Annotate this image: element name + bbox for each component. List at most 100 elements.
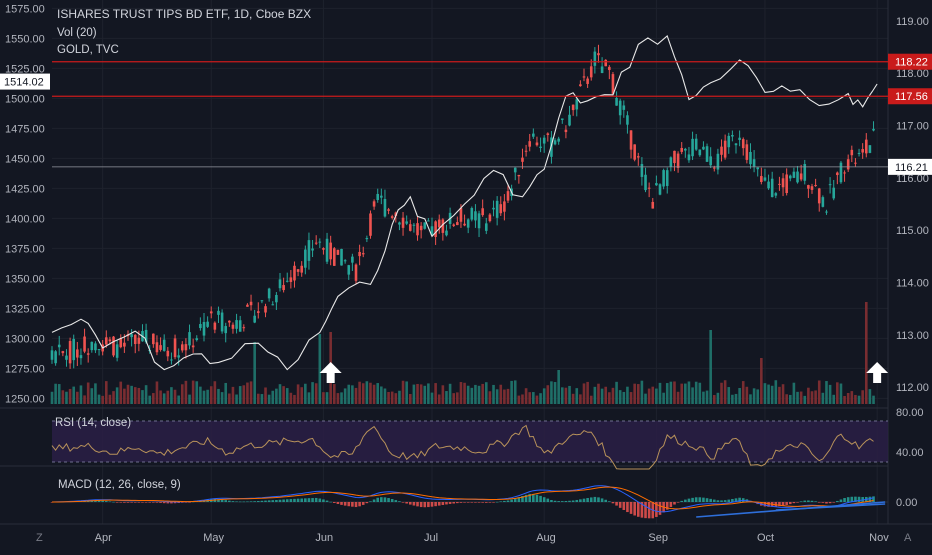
macd-histogram-bar (408, 502, 412, 505)
price-tags: 118.22 117.56 116.21 (888, 53, 932, 175)
volume-bar (202, 390, 206, 404)
left-axis-label: 1350.00 (5, 273, 45, 285)
time-axis-label: Aug (536, 532, 556, 544)
macd-axis-label: 0.00 (896, 497, 917, 509)
volume-bar (810, 391, 814, 404)
gold-legend[interactable]: GOLD, TVC (57, 44, 119, 56)
volume-bar (434, 383, 437, 404)
left-axis-label: 1550.00 (5, 33, 45, 45)
volume-bar (615, 381, 618, 404)
candle-body (405, 221, 408, 224)
macd-legend[interactable]: MACD (12, 26, close, 9) (58, 479, 181, 491)
volume-bar (228, 393, 231, 404)
macd-histogram-bar (680, 500, 684, 502)
candle-body (104, 337, 108, 345)
volume-bar (665, 383, 669, 404)
candle-body (618, 100, 622, 116)
macd-histogram-bar (560, 501, 564, 502)
candle-body (235, 320, 238, 329)
macd-histogram-bar (101, 500, 104, 502)
candle-body (484, 223, 488, 231)
volume-bar (97, 394, 101, 404)
time-axis-label: Sep (648, 532, 668, 544)
candle-body (380, 195, 383, 198)
left-axis-label: 1500.00 (5, 93, 45, 105)
candle-body (387, 209, 390, 211)
volume-bar (821, 392, 825, 404)
macd-histogram-bar (126, 502, 130, 503)
up-arrow-icon (866, 362, 889, 383)
candle-body (770, 178, 774, 198)
volume-bar (72, 386, 76, 404)
rsi-legend[interactable]: RSI (14, close) (55, 417, 131, 429)
macd-histogram-bar (532, 493, 535, 502)
candle-body (231, 324, 235, 329)
macd-histogram-bar (275, 499, 278, 502)
macd-histogram-bar (673, 502, 676, 505)
left-price-axis[interactable]: 1575.00 1550.00 1525.00 1500.00 1475.00 1450.… (0, 3, 50, 405)
volume-bar (340, 392, 343, 404)
volume-bar (513, 380, 517, 404)
volume-bar (260, 394, 264, 404)
macd-histogram-bar (575, 499, 579, 502)
left-axis-label: 1375.00 (5, 243, 45, 255)
volume-bar (61, 390, 65, 404)
volume-bar (199, 386, 202, 404)
macd-panel (50, 485, 888, 519)
candle-body (278, 279, 282, 289)
candle-body (347, 265, 351, 275)
arrow-annotations[interactable] (319, 362, 889, 383)
candle-body (785, 174, 788, 194)
candle-body (325, 238, 329, 262)
left-axis-label: 1275.00 (5, 363, 45, 375)
volume-bar (152, 393, 155, 404)
volume-bar (481, 383, 484, 404)
macd-histogram-bar (231, 501, 235, 502)
candle-body (372, 201, 376, 207)
volume-legend[interactable]: Vol (20) (57, 27, 97, 39)
candle-body (162, 339, 166, 351)
volume-bar (720, 382, 723, 404)
auto-scale-button[interactable]: A (904, 532, 912, 544)
macd-histogram-bar (738, 497, 741, 502)
macd-histogram-bar (821, 502, 825, 503)
right-axis-label: 118.00 (896, 68, 929, 80)
macd-histogram-bar (253, 501, 256, 502)
candle-body (369, 213, 372, 236)
volume-bar (101, 395, 104, 404)
volume-bar (376, 383, 380, 404)
candle-body (647, 187, 651, 189)
macd-histogram-bar (466, 502, 470, 503)
candle-body (285, 280, 289, 282)
left-axis-label: 1575.00 (5, 3, 45, 15)
macd-histogram-bar (304, 498, 307, 502)
macd-histogram-bar (702, 497, 705, 502)
right-price-axis[interactable]: 119.00 118.00 117.00 116.00 115.00 114.00 113.… (896, 16, 929, 509)
volume-bar (336, 393, 340, 404)
candle-body (191, 345, 195, 348)
candle-body (854, 162, 857, 164)
macd-histogram-bar (300, 498, 304, 502)
signal-line (52, 486, 874, 510)
time-axis[interactable]: Apr May Jun Jul Aug Sep Oct Nov (95, 532, 890, 544)
symbol-title[interactable]: ISHARES TRUST TIPS BD ETF, 1D, Cboe BZX (57, 7, 311, 21)
volume-bar (633, 383, 636, 404)
candle-body (532, 133, 535, 137)
macd-histogram-bar (430, 502, 434, 507)
candle-body (712, 167, 716, 169)
macd-histogram-bar (546, 498, 550, 502)
macd-histogram-bar (380, 497, 383, 502)
zoom-corner-button[interactable]: Z (36, 532, 43, 544)
macd-histogram-bar (441, 502, 445, 506)
macd-histogram-bar (684, 499, 687, 502)
macd-histogram-bar (398, 501, 401, 502)
macd-histogram-bar (524, 494, 528, 502)
candle-body (597, 53, 600, 56)
macd-histogram-bar (361, 502, 365, 505)
candle-body (253, 315, 256, 323)
macd-histogram-bar (781, 502, 785, 506)
volume-bar (332, 384, 336, 404)
volume-bar (803, 395, 807, 404)
time-axis-label: Nov (869, 532, 889, 544)
